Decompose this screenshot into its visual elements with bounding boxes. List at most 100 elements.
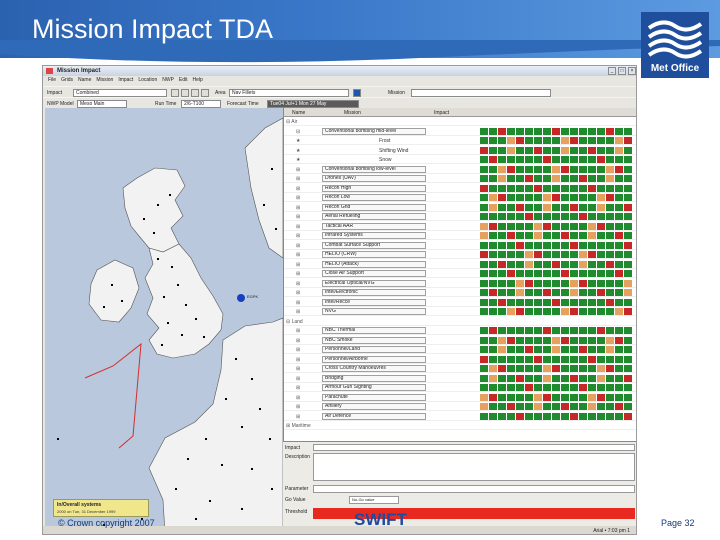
impact-cell[interactable] (606, 194, 614, 201)
impact-cell[interactable] (606, 156, 614, 163)
menu-item[interactable]: Grids (61, 77, 74, 83)
impact-cell[interactable] (543, 346, 551, 353)
star-icon[interactable]: ★ (296, 147, 301, 154)
impact-cell[interactable] (561, 346, 569, 353)
impact-cell[interactable] (561, 222, 569, 230)
impact-cell[interactable] (606, 203, 614, 211)
impact-cell[interactable] (561, 184, 569, 192)
impact-cell[interactable] (570, 156, 578, 163)
impact-cell[interactable] (579, 393, 587, 401)
table-row[interactable]: ⊞ Combat Surface Support (284, 241, 636, 250)
tree-toggle-icon[interactable]: ⊞ (296, 290, 301, 296)
impact-cell[interactable] (525, 365, 533, 372)
impact-cell[interactable] (597, 222, 605, 230)
impact-cell[interactable] (480, 203, 488, 211)
impact-cell[interactable] (552, 175, 560, 182)
impact-cell[interactable] (480, 365, 488, 372)
impact-cell[interactable] (579, 403, 587, 410)
impact-cell[interactable] (489, 289, 497, 296)
impact-cell[interactable] (588, 175, 596, 182)
impact-cell[interactable] (597, 270, 605, 277)
impact-cell[interactable] (615, 203, 623, 211)
impact-cell[interactable] (561, 165, 569, 173)
impact-cell[interactable] (516, 213, 524, 220)
impact-cell[interactable] (606, 374, 614, 382)
impact-cell[interactable] (498, 175, 506, 182)
impact-cell[interactable] (588, 403, 596, 410)
mission-select[interactable] (411, 89, 551, 97)
impact-cell[interactable] (507, 365, 515, 372)
menu-item[interactable]: Mission (96, 77, 114, 83)
impact-cell[interactable] (570, 165, 578, 173)
impact-cell[interactable] (579, 222, 587, 230)
impact-cell[interactable] (615, 327, 623, 334)
impact-cell[interactable] (489, 175, 497, 182)
impact-cell[interactable] (507, 403, 515, 410)
impact-cell[interactable] (615, 279, 623, 287)
impact-cell[interactable] (570, 146, 578, 154)
impact-cell[interactable] (579, 336, 587, 344)
impact-cell[interactable] (624, 384, 632, 391)
impact-cell[interactable] (624, 393, 632, 401)
tree-toggle-icon[interactable]: ⊞ (296, 214, 301, 220)
impact-cell[interactable] (615, 222, 623, 230)
impact-cell[interactable] (498, 412, 506, 420)
print-icon[interactable] (201, 89, 209, 97)
impact-cell[interactable] (561, 175, 569, 182)
impact-cell[interactable] (507, 194, 515, 201)
impact-cell[interactable] (525, 308, 533, 315)
impact-cell[interactable] (507, 327, 515, 334)
impact-cell[interactable] (498, 308, 506, 315)
impact-cell[interactable] (606, 393, 614, 401)
impact-cell[interactable] (570, 327, 578, 334)
impact-cell[interactable] (606, 279, 614, 287)
impact-cell[interactable] (534, 336, 542, 344)
impact-cell[interactable] (624, 365, 632, 372)
table-row[interactable]: ⊞ Conventional bombing low-level (284, 165, 636, 174)
impact-cell[interactable] (561, 241, 569, 249)
impact-cell[interactable] (570, 355, 578, 363)
impact-cell[interactable] (516, 251, 524, 258)
impact-cell[interactable] (534, 137, 542, 144)
impact-cell[interactable] (606, 127, 614, 135)
impact-cell[interactable] (543, 403, 551, 410)
impact-cell[interactable] (498, 336, 506, 344)
impact-cell[interactable] (507, 203, 515, 211)
impact-cell[interactable] (552, 365, 560, 372)
impact-cell[interactable] (570, 232, 578, 239)
impact-cell[interactable] (588, 137, 596, 144)
impact-cell[interactable] (489, 146, 497, 154)
impact-cell[interactable] (516, 260, 524, 268)
impact-cell[interactable] (570, 203, 578, 211)
table-row[interactable]: ⊞ Aerial Refueling (284, 212, 636, 221)
impact-cell[interactable] (498, 355, 506, 363)
table-row[interactable]: ⊞ NBC Thermal (284, 326, 636, 335)
impact-cell[interactable] (489, 327, 497, 334)
impact-cell[interactable] (615, 260, 623, 268)
table-row[interactable]: ⊞ Artillery (284, 402, 636, 411)
impact-cell[interactable] (561, 308, 569, 315)
impact-cell[interactable] (606, 355, 614, 363)
impact-cell[interactable] (615, 289, 623, 296)
impact-cell[interactable] (552, 384, 560, 391)
map-view[interactable]: EGPK (45, 108, 283, 533)
impact-cell[interactable] (498, 346, 506, 353)
impact-cell[interactable] (570, 403, 578, 410)
table-row[interactable]: ⊞ Personnel/Airborne (284, 355, 636, 364)
impact-cell[interactable] (552, 146, 560, 154)
impact-cell[interactable] (480, 327, 488, 334)
impact-cell[interactable] (579, 156, 587, 163)
impact-cell[interactable] (498, 279, 506, 287)
impact-cell[interactable] (561, 279, 569, 287)
impact-cell[interactable] (507, 336, 515, 344)
impact-cell[interactable] (534, 403, 542, 410)
impact-cell[interactable] (525, 412, 533, 420)
impact-cell[interactable] (597, 146, 605, 154)
tree-toggle-icon[interactable]: ⊞ (296, 271, 301, 277)
table-row[interactable]: ★ Snow (284, 155, 636, 164)
impact-cell[interactable] (615, 251, 623, 258)
impact-cell[interactable] (597, 308, 605, 315)
impact-cell[interactable] (507, 298, 515, 306)
impact-cell[interactable] (552, 327, 560, 334)
impact-cell[interactable] (534, 251, 542, 258)
